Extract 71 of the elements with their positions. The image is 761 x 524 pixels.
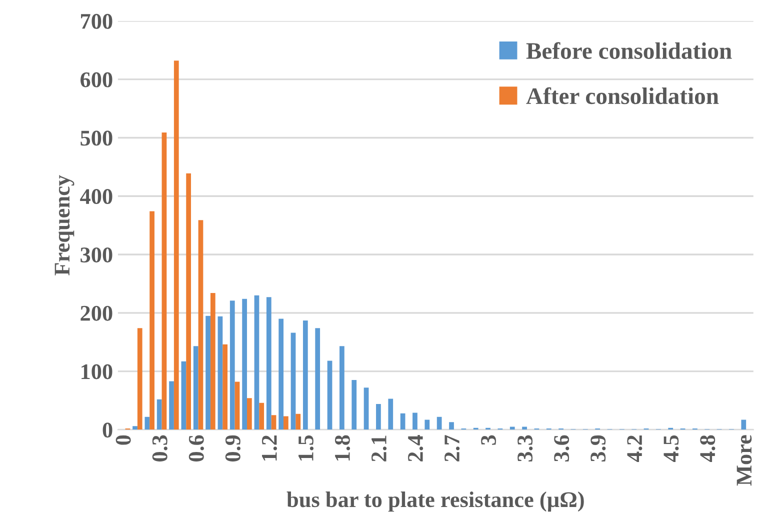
x-tick-label: 2.1 <box>372 436 387 462</box>
y-tick-label: 400 <box>80 189 112 204</box>
bar <box>284 416 288 430</box>
y-axis-title: Frequency <box>54 175 74 276</box>
y-tick-label: 600 <box>80 72 112 88</box>
bar <box>156 399 162 430</box>
bar <box>278 318 284 430</box>
bar <box>186 173 191 430</box>
bar <box>150 211 154 430</box>
bar <box>246 398 252 430</box>
bar <box>388 398 394 430</box>
y-tick-label: 100 <box>82 364 112 380</box>
x-tick-label: 0.6 <box>188 435 204 462</box>
bar <box>315 328 320 430</box>
bar <box>400 413 406 430</box>
x-tick-label: 4.2 <box>627 435 642 462</box>
bar <box>290 332 296 430</box>
bar <box>296 414 301 430</box>
bar <box>271 415 276 430</box>
x-tick-label: 1.8 <box>334 435 350 461</box>
bar <box>132 426 138 430</box>
x-tick-label: 3.6 <box>554 435 570 462</box>
x-tick-label: 3 <box>481 435 496 445</box>
bar <box>449 422 454 430</box>
bar <box>169 381 174 430</box>
bar <box>218 316 223 430</box>
x-tick-label: 2.7 <box>444 435 460 462</box>
x-tick-label: 0 <box>116 435 131 445</box>
bar <box>254 295 260 430</box>
y-tick-label: 500 <box>80 130 112 146</box>
x-tick-label: More <box>736 435 752 486</box>
bar <box>198 220 204 430</box>
bar <box>266 297 272 430</box>
bar <box>436 416 442 430</box>
y-tick-label: 700 <box>81 14 112 29</box>
bar <box>364 388 369 430</box>
bar <box>206 316 210 430</box>
bar <box>376 404 381 430</box>
x-axis-title: bus bar to plate resistance (µΩ) <box>286 492 584 512</box>
bar <box>222 344 228 430</box>
bar <box>174 60 179 430</box>
bar <box>242 298 247 430</box>
x-tick-label: 0.3 <box>152 435 168 462</box>
bar <box>340 346 344 430</box>
x-tick-label: 3.3 <box>518 435 533 462</box>
x-tick-label: 1.2 <box>262 435 277 461</box>
bar <box>327 360 332 430</box>
bar <box>210 293 216 430</box>
bar <box>162 132 167 430</box>
bar <box>181 361 186 430</box>
bar <box>234 382 240 430</box>
y-tick-label: 200 <box>80 306 112 321</box>
bar <box>412 412 418 430</box>
x-tick-label: 1.5 <box>298 435 314 461</box>
bar <box>137 328 142 430</box>
bar <box>352 380 357 430</box>
bar <box>230 300 235 430</box>
bar <box>144 416 150 430</box>
x-tick-label: 3.9 <box>590 435 606 462</box>
bar <box>741 420 746 430</box>
x-tick-label: 4.8 <box>700 435 716 462</box>
bar <box>259 402 264 430</box>
legend-label: Before consolidation <box>526 42 732 59</box>
x-tick-label: 0.9 <box>225 435 240 462</box>
x-tick-label: 4.5 <box>664 435 679 462</box>
bar <box>302 320 308 430</box>
bar <box>193 346 198 430</box>
x-tick-label: 2.4 <box>408 434 424 462</box>
y-tick-label: 300 <box>80 247 112 262</box>
legend-label: After consolidation <box>526 87 719 104</box>
bar <box>424 420 430 430</box>
